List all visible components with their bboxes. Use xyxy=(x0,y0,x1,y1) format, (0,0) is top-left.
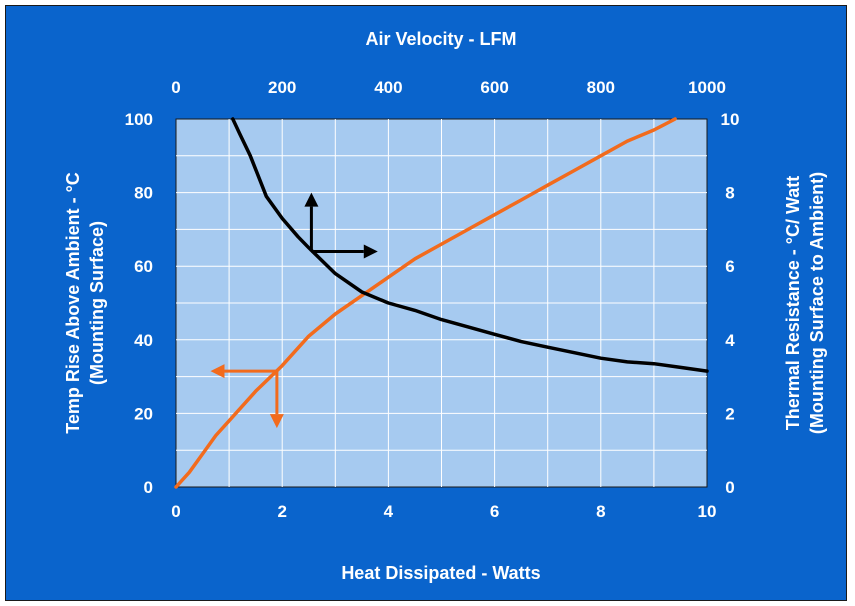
y-tick-label: 60 xyxy=(134,257,153,276)
x2-tick-label: 0 xyxy=(171,78,180,97)
y2-tick-label: 4 xyxy=(725,331,735,350)
x2-axis-title: Air Velocity - LFM xyxy=(365,29,516,49)
y2-tick-label: 10 xyxy=(721,110,740,129)
thermal-resistance-curve xyxy=(231,117,709,373)
x-tick-label: 4 xyxy=(384,502,394,521)
x-tick-label: 2 xyxy=(277,502,286,521)
grid-lines xyxy=(176,119,707,487)
y2-tick-label: 0 xyxy=(725,478,734,497)
chart-frame: 0 2 4 6 8 10 0 200 400 600 800 1000 0 20 40 60 80 100 0 2 4 6… xyxy=(5,5,847,601)
y-tick-label: 100 xyxy=(125,110,153,129)
x-axis-title: Heat Dissipated - Watts xyxy=(341,563,540,583)
annotation-arrows xyxy=(210,192,378,429)
y-axis-title-line2: (Mounting Surface) xyxy=(87,221,107,385)
y2-axis-title-line1: Thermal Resistance - °C/ Watt xyxy=(783,176,803,431)
arrow-head xyxy=(269,414,284,429)
x2-tick-label: 400 xyxy=(374,78,402,97)
arrow-head xyxy=(210,364,225,379)
y2-axis-title-line2: (Mounting Surface to Ambient) xyxy=(807,172,827,434)
y2-tick-label: 2 xyxy=(725,404,734,423)
temp-rise-curve xyxy=(174,117,677,489)
x2-tick-label: 600 xyxy=(480,78,508,97)
y-tick-label: 80 xyxy=(134,184,153,203)
arrow-head xyxy=(363,244,378,259)
y-axis-title-line1: Temp Rise Above Ambient - °C xyxy=(63,172,83,434)
x-tick-label: 0 xyxy=(171,502,180,521)
x-tick-label: 10 xyxy=(698,502,717,521)
y2-tick-label: 8 xyxy=(725,184,734,203)
y-tick-label: 20 xyxy=(134,404,153,423)
x-tick-label: 6 xyxy=(490,502,499,521)
tick-labels: 0 2 4 6 8 100 200 400 600 800 10000204060801000246… xyxy=(125,78,740,521)
arrow-head xyxy=(304,192,319,207)
y-tick-label: 0 xyxy=(144,478,153,497)
x2-tick-label: 800 xyxy=(587,78,615,97)
x2-tick-label: 200 xyxy=(268,78,296,97)
series-layer xyxy=(174,117,709,489)
y-tick-label: 40 xyxy=(134,331,153,350)
x2-tick-label: 1000 xyxy=(688,78,726,97)
chart-svg: 0 2 4 6 8 100 200 400 600 800 10000204060801000246… xyxy=(63,29,827,583)
y2-tick-label: 6 xyxy=(725,257,734,276)
x-tick-label: 8 xyxy=(596,502,605,521)
